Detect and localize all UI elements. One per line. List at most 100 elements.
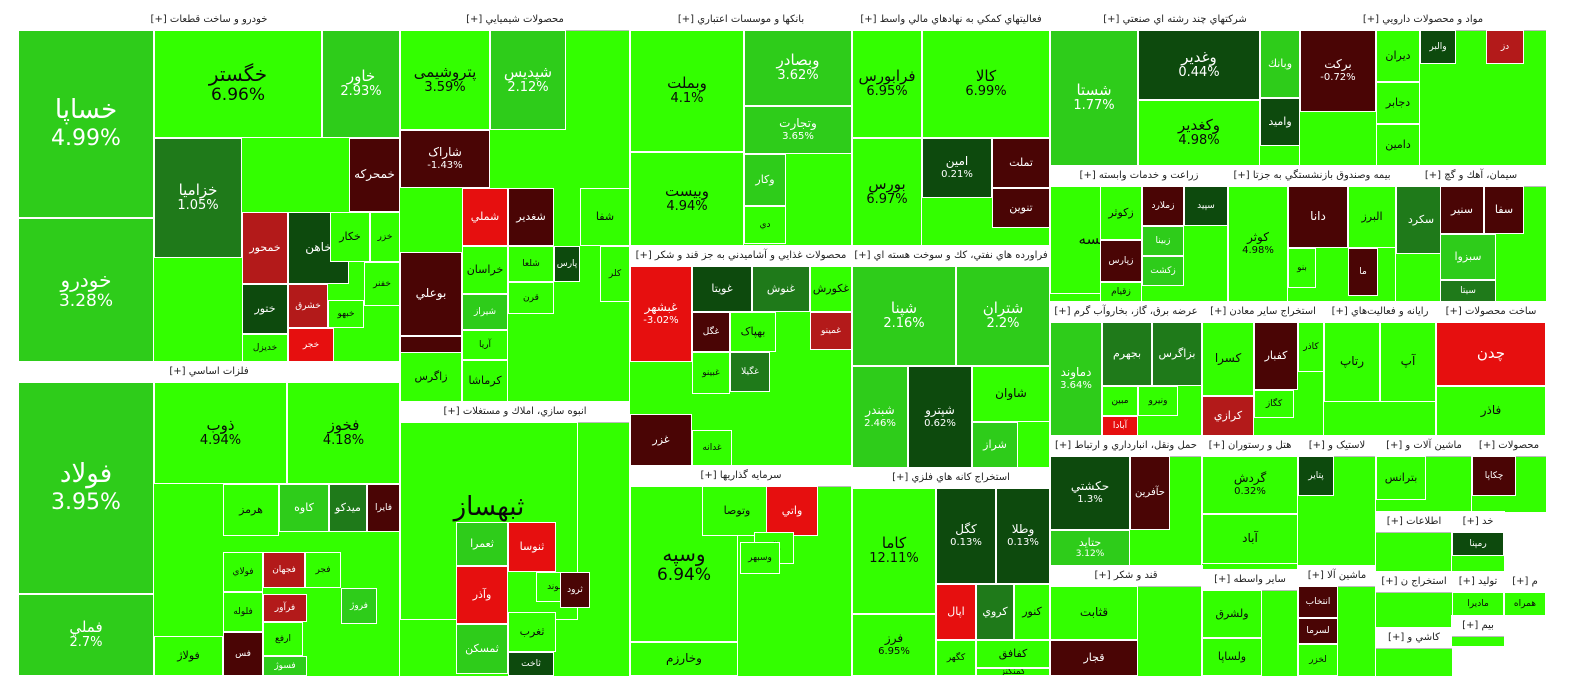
stock-tile[interactable]: گردش 0.32% bbox=[1202, 456, 1298, 514]
stock-tile[interactable]: آبادا bbox=[1102, 416, 1138, 436]
stock-tile[interactable]: ثنوسا bbox=[508, 522, 556, 572]
sector-header[interactable]: شركتهاي چند رشته اي صنعتي [+] bbox=[1050, 10, 1300, 31]
stock-tile[interactable]: فولاژ bbox=[154, 636, 223, 676]
stock-tile[interactable]: همراه bbox=[1504, 592, 1546, 616]
stock-tile[interactable]: سكرد bbox=[1396, 186, 1446, 254]
stock-tile[interactable]: رمپنا bbox=[1452, 532, 1504, 556]
stock-tile[interactable]: فولاي bbox=[223, 552, 263, 592]
stock-tile[interactable]: وآذر bbox=[456, 566, 508, 624]
stock-tile[interactable]: خجر bbox=[288, 328, 334, 362]
stock-tile[interactable]: شپدیس 2.12% bbox=[490, 30, 566, 130]
stock-tile[interactable]: زبينا bbox=[1142, 226, 1184, 256]
stock-tile[interactable]: فایرا bbox=[367, 484, 400, 532]
stock-tile[interactable]: رتاپ bbox=[1324, 322, 1380, 402]
stock-tile[interactable]: فروژ bbox=[341, 588, 377, 624]
stock-tile[interactable]: زملارد bbox=[1142, 186, 1184, 226]
sector-header[interactable]: لاستيک و [+] bbox=[1298, 436, 1376, 457]
stock-tile[interactable]: پتاير bbox=[1298, 456, 1334, 496]
stock-tile[interactable]: خمحرکه bbox=[349, 138, 400, 212]
stock-tile[interactable]: کاما 12.11% bbox=[852, 488, 936, 614]
stock-tile[interactable]: شپنا 2.16% bbox=[852, 266, 956, 366]
stock-tile[interactable]: كرازي bbox=[1202, 396, 1254, 436]
stock-tile[interactable]: بنو bbox=[1288, 248, 1316, 288]
stock-tile[interactable]: كمنگنز bbox=[976, 668, 1050, 676]
stock-tile[interactable]: قجار bbox=[1050, 640, 1138, 676]
stock-tile[interactable]: شاوان bbox=[972, 366, 1050, 422]
stock-tile[interactable]: پارس bbox=[554, 246, 580, 282]
stock-tile[interactable]: زكوثر bbox=[1100, 186, 1142, 240]
stock-tile[interactable]: كفافق bbox=[976, 640, 1050, 668]
sector-header[interactable]: ماشين آلات و [+] bbox=[1376, 436, 1472, 457]
stock-tile[interactable]: بهپاک bbox=[730, 312, 776, 352]
sector-header[interactable]: استخراج ن [+] bbox=[1376, 572, 1452, 593]
stock-tile[interactable]: دز bbox=[1486, 30, 1524, 64]
stock-tile[interactable]: كلر bbox=[600, 246, 630, 302]
stock-tile[interactable]: غمينو bbox=[810, 312, 852, 350]
stock-tile[interactable]: دیران bbox=[1376, 30, 1420, 82]
sector-header[interactable]: هتل و رستوران [+] bbox=[1202, 436, 1298, 457]
sector-header[interactable]: عرضه برق، گاز، بخاروآب گرم [+] bbox=[1050, 302, 1202, 323]
stock-tile[interactable]: ختور bbox=[242, 284, 288, 334]
stock-tile[interactable]: وغدير 0.44% bbox=[1138, 30, 1260, 100]
stock-tile[interactable]: دي bbox=[744, 206, 786, 244]
sector-header[interactable]: م [+] bbox=[1504, 572, 1546, 593]
stock-tile[interactable]: وتوصا bbox=[702, 486, 772, 536]
stock-tile[interactable]: والبر bbox=[1420, 30, 1456, 64]
sector-header[interactable]: استخراج كانه هاي فلزي [+] bbox=[852, 468, 1050, 489]
stock-tile[interactable]: سيتا bbox=[1440, 280, 1496, 302]
sector-header[interactable]: قند و شكر [+] bbox=[1050, 566, 1202, 587]
stock-tile[interactable]: حتاید 3.12% bbox=[1050, 530, 1130, 566]
stock-tile[interactable]: كسرا bbox=[1202, 322, 1254, 396]
sector-header[interactable]: خودرو و ساخت قطعات [+] bbox=[18, 10, 400, 31]
sector-header[interactable]: حمل ونقل، انبارداري و ارتباط [+] bbox=[1050, 436, 1202, 457]
stock-tile[interactable]: مبين bbox=[1102, 386, 1138, 416]
stock-tile[interactable]: دماوند 3.64% bbox=[1050, 322, 1102, 436]
sector-header[interactable]: زراعت و خدمات وابسته [+] bbox=[1050, 166, 1228, 187]
stock-tile[interactable]: غبينو bbox=[692, 352, 730, 394]
stock-tile[interactable]: پتروشیمی 3.59% bbox=[400, 30, 490, 130]
stock-tile[interactable]: تملت bbox=[992, 138, 1050, 188]
stock-tile[interactable]: میدکو bbox=[329, 484, 367, 532]
stock-tile[interactable]: حكشتي 1.3% bbox=[1050, 456, 1130, 530]
stock-tile[interactable]: شستا 1.77% bbox=[1050, 30, 1138, 166]
stock-tile[interactable]: كاذر bbox=[1298, 322, 1324, 372]
stock-tile[interactable]: شلعا bbox=[508, 246, 554, 282]
stock-tile[interactable]: فاذر bbox=[1436, 386, 1546, 436]
stock-tile[interactable]: فلوله bbox=[223, 592, 263, 632]
stock-tile[interactable]: ثرود bbox=[560, 572, 590, 608]
stock-tile[interactable]: سبزوا bbox=[1440, 234, 1496, 280]
stock-tile[interactable]: غگيلا bbox=[730, 352, 770, 392]
stock-tile[interactable]: خراسان bbox=[462, 246, 508, 294]
stock-tile[interactable]: خبهو bbox=[328, 300, 364, 328]
sector-header[interactable]: خد [+] bbox=[1452, 512, 1504, 533]
stock-tile[interactable]: وخارزم bbox=[630, 642, 738, 676]
stock-tile[interactable]: خفنر bbox=[364, 262, 400, 306]
stock-tile[interactable]: چدن bbox=[1436, 322, 1546, 386]
stock-tile[interactable]: هرمز bbox=[223, 484, 279, 536]
stock-tile[interactable]: زكشت bbox=[1142, 256, 1184, 286]
stock-tile[interactable]: كنور bbox=[1014, 584, 1050, 640]
sector-header[interactable]: محصولات غذايي و آشاميدني به جز قند و شكر… bbox=[630, 246, 852, 267]
stock-tile[interactable]: بوعلي bbox=[400, 252, 462, 336]
stock-tile[interactable]: شتران 2.2% bbox=[956, 266, 1050, 366]
sector-header[interactable]: بيمه وصندوق بازنشستگي به جزتا [+] bbox=[1228, 166, 1396, 187]
stock-tile[interactable]: ماديرا bbox=[1452, 592, 1504, 616]
sector-header[interactable]: سرمايه گذاريها [+] bbox=[630, 466, 852, 487]
stock-tile[interactable]: وبیست 4.94% bbox=[630, 152, 744, 246]
stock-tile[interactable]: کاوه bbox=[279, 484, 329, 532]
stock-tile[interactable]: کگل 0.13% bbox=[936, 488, 996, 584]
sector-header[interactable]: محصولات [+] bbox=[1472, 436, 1546, 457]
stock-tile[interactable]: وامید bbox=[1260, 98, 1300, 146]
stock-tile[interactable]: غگل bbox=[692, 312, 730, 352]
stock-tile[interactable]: اپال bbox=[936, 584, 976, 640]
sector-header[interactable]: سيمان، آهك و گچ [+] bbox=[1396, 166, 1546, 187]
stock-tile[interactable]: خزر bbox=[370, 212, 400, 262]
stock-tile[interactable]: ونيرو bbox=[1138, 386, 1178, 416]
stock-tile[interactable]: كرماشا bbox=[462, 360, 508, 402]
stock-tile[interactable]: شملي bbox=[462, 188, 508, 246]
stock-tile[interactable]: قرن bbox=[508, 282, 554, 314]
sector-header[interactable]: ماشين آلا [+] bbox=[1298, 566, 1376, 587]
stock-tile[interactable]: ثعمرا bbox=[456, 522, 508, 566]
stock-tile[interactable]: خاور 2.93% bbox=[322, 30, 400, 138]
stock-tile[interactable]: وكار bbox=[744, 154, 786, 206]
